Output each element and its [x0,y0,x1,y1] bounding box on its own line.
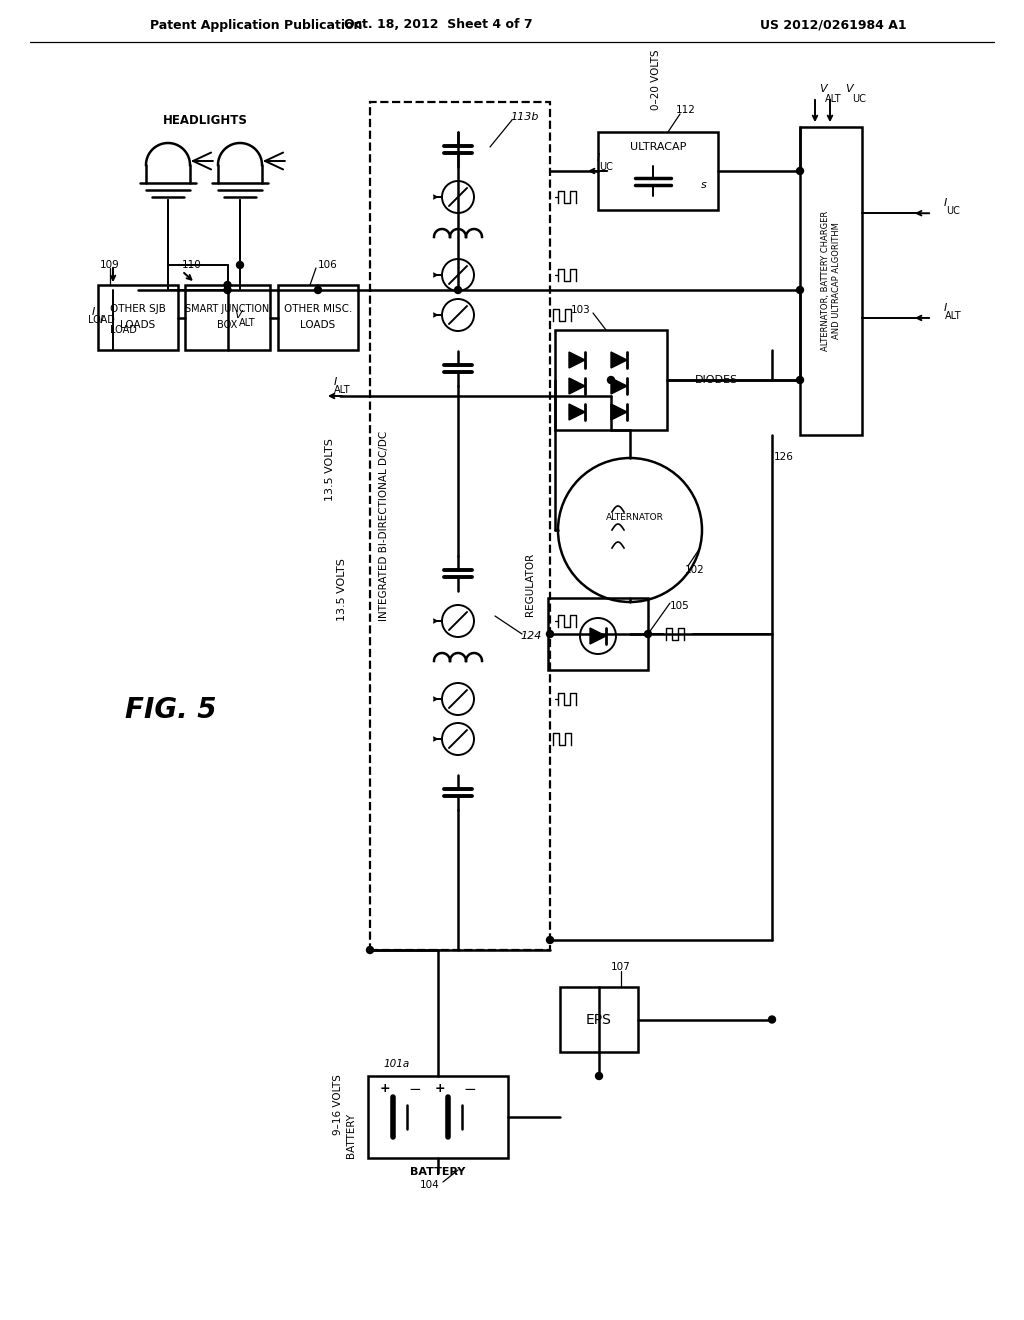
Text: 109: 109 [100,260,120,271]
Text: US 2012/0261984 A1: US 2012/0261984 A1 [760,18,906,32]
Circle shape [367,946,374,953]
Text: OTHER MISC.: OTHER MISC. [284,304,352,314]
Text: 113b: 113b [510,112,539,121]
Text: 105: 105 [670,601,690,611]
Text: ALT: ALT [824,94,842,104]
Text: +: + [434,1082,445,1096]
Text: LOADS: LOADS [300,319,336,330]
Bar [370,102,550,950]
Circle shape [797,168,804,174]
Circle shape [644,631,651,638]
Text: 106: 106 [318,260,338,271]
Bar [548,598,648,671]
Circle shape [455,286,462,293]
Text: 126: 126 [774,451,794,462]
Polygon shape [569,352,585,368]
Bar [98,285,178,350]
Circle shape [547,631,554,638]
Text: REGULATOR: REGULATOR [525,552,535,615]
Text: UC: UC [599,162,613,172]
Polygon shape [569,378,585,393]
Text: −: − [464,1081,476,1097]
Polygon shape [611,404,627,420]
Text: 124: 124 [520,631,542,642]
Text: EPS: EPS [586,1012,612,1027]
Text: 101a: 101a [384,1059,411,1069]
Text: 107: 107 [611,962,631,972]
Text: Patent Application Publication: Patent Application Publication [150,18,362,32]
Circle shape [607,376,614,384]
Bar [800,127,862,436]
Text: −: − [409,1081,421,1097]
Text: ALT: ALT [334,385,350,395]
Polygon shape [611,378,627,393]
Text: UC: UC [946,206,959,216]
Bar [560,987,638,1052]
Circle shape [314,286,322,293]
Text: LOADS: LOADS [121,319,156,330]
Text: BATTERY: BATTERY [411,1167,466,1177]
Text: I: I [91,308,94,317]
Text: V: V [819,84,826,94]
Text: I: I [100,315,103,325]
Text: ALTERNATOR: ALTERNATOR [606,513,664,523]
Text: 13.5 VOLTS: 13.5 VOLTS [325,438,335,502]
Circle shape [237,261,244,268]
Text: I: I [334,378,337,387]
Text: V: V [233,310,242,319]
Text: INTEGRATED BI-DIRECTIONAL DC/DC: INTEGRATED BI-DIRECTIONAL DC/DC [379,430,389,622]
Bar [185,285,270,350]
Circle shape [596,1072,602,1080]
Text: FIG. 5: FIG. 5 [125,696,216,723]
Polygon shape [611,352,627,368]
Bar [555,330,667,430]
Text: s: s [701,180,707,190]
Text: 110: 110 [182,260,202,271]
Circle shape [797,376,804,384]
Text: V: V [845,84,853,94]
Polygon shape [569,404,585,420]
Text: 13.5 VOLTS: 13.5 VOLTS [337,558,347,622]
Text: 104: 104 [420,1180,440,1191]
Text: DIODES: DIODES [695,375,738,385]
Text: 112: 112 [676,106,696,115]
Text: LOAD: LOAD [88,315,115,325]
Text: I: I [596,153,600,162]
Text: 9–16 VOLTS: 9–16 VOLTS [333,1074,343,1135]
Text: Oct. 18, 2012  Sheet 4 of 7: Oct. 18, 2012 Sheet 4 of 7 [344,18,532,32]
Circle shape [547,936,554,944]
Text: 102: 102 [685,565,705,576]
Text: 103: 103 [571,305,591,315]
Text: ALT: ALT [240,318,256,327]
Circle shape [224,286,231,293]
Bar [278,285,358,350]
Text: LOAD: LOAD [110,325,137,335]
Text: SMART JUNCTION: SMART JUNCTION [185,304,269,314]
Polygon shape [590,628,606,644]
Text: +: + [380,1082,390,1096]
Text: UC: UC [852,94,866,104]
Bar [368,1076,508,1158]
Circle shape [224,281,231,289]
Bar [598,132,718,210]
Text: BATTERY: BATTERY [346,1113,356,1158]
Text: ULTRACAP: ULTRACAP [630,143,686,152]
Text: BOX: BOX [217,319,238,330]
Circle shape [797,286,804,293]
Text: 0–20 VOLTS: 0–20 VOLTS [651,50,662,111]
Text: I: I [943,304,946,313]
Text: ALTERNATOR, BATTERY CHARGER
AND ULTRACAP ALGORITHM: ALTERNATOR, BATTERY CHARGER AND ULTRACAP… [821,211,841,351]
Text: HEADLIGHTS: HEADLIGHTS [163,114,248,127]
Text: ALT: ALT [945,312,962,321]
Text: I: I [943,198,946,209]
Text: OTHER SJB: OTHER SJB [110,304,166,314]
Circle shape [768,1016,775,1023]
